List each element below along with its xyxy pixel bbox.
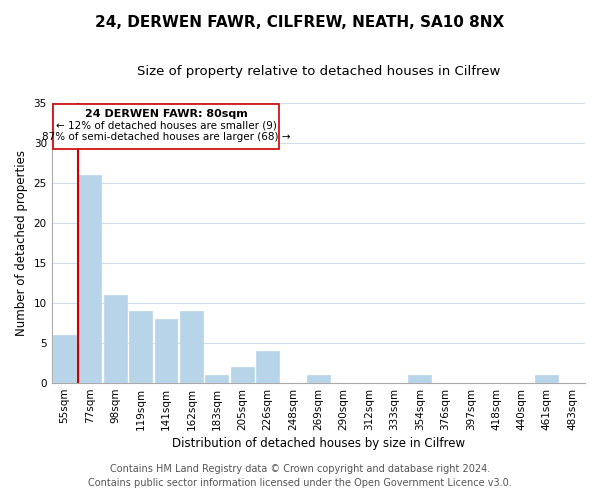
Text: 24 DERWEN FAWR: 80sqm: 24 DERWEN FAWR: 80sqm [85, 109, 247, 119]
Bar [409, 375, 431, 383]
Text: 87% of semi-detached houses are larger (68) →: 87% of semi-detached houses are larger (… [42, 132, 290, 142]
FancyBboxPatch shape [53, 104, 279, 149]
Text: 24, DERWEN FAWR, CILFREW, NEATH, SA10 8NX: 24, DERWEN FAWR, CILFREW, NEATH, SA10 8N… [95, 15, 505, 30]
Bar [104, 295, 127, 383]
Text: ← 12% of detached houses are smaller (9): ← 12% of detached houses are smaller (9) [56, 120, 277, 130]
Bar [307, 375, 330, 383]
Title: Size of property relative to detached houses in Cilfrew: Size of property relative to detached ho… [137, 65, 500, 78]
Y-axis label: Number of detached properties: Number of detached properties [15, 150, 28, 336]
Text: Contains HM Land Registry data © Crown copyright and database right 2024.
Contai: Contains HM Land Registry data © Crown c… [88, 464, 512, 487]
Bar [155, 319, 178, 383]
Bar [535, 375, 559, 383]
Bar [256, 351, 279, 383]
Bar [180, 311, 203, 383]
Bar [205, 375, 228, 383]
Bar [53, 335, 76, 383]
Bar [129, 311, 152, 383]
Bar [231, 367, 254, 383]
Bar [79, 175, 101, 383]
X-axis label: Distribution of detached houses by size in Cilfrew: Distribution of detached houses by size … [172, 437, 465, 450]
